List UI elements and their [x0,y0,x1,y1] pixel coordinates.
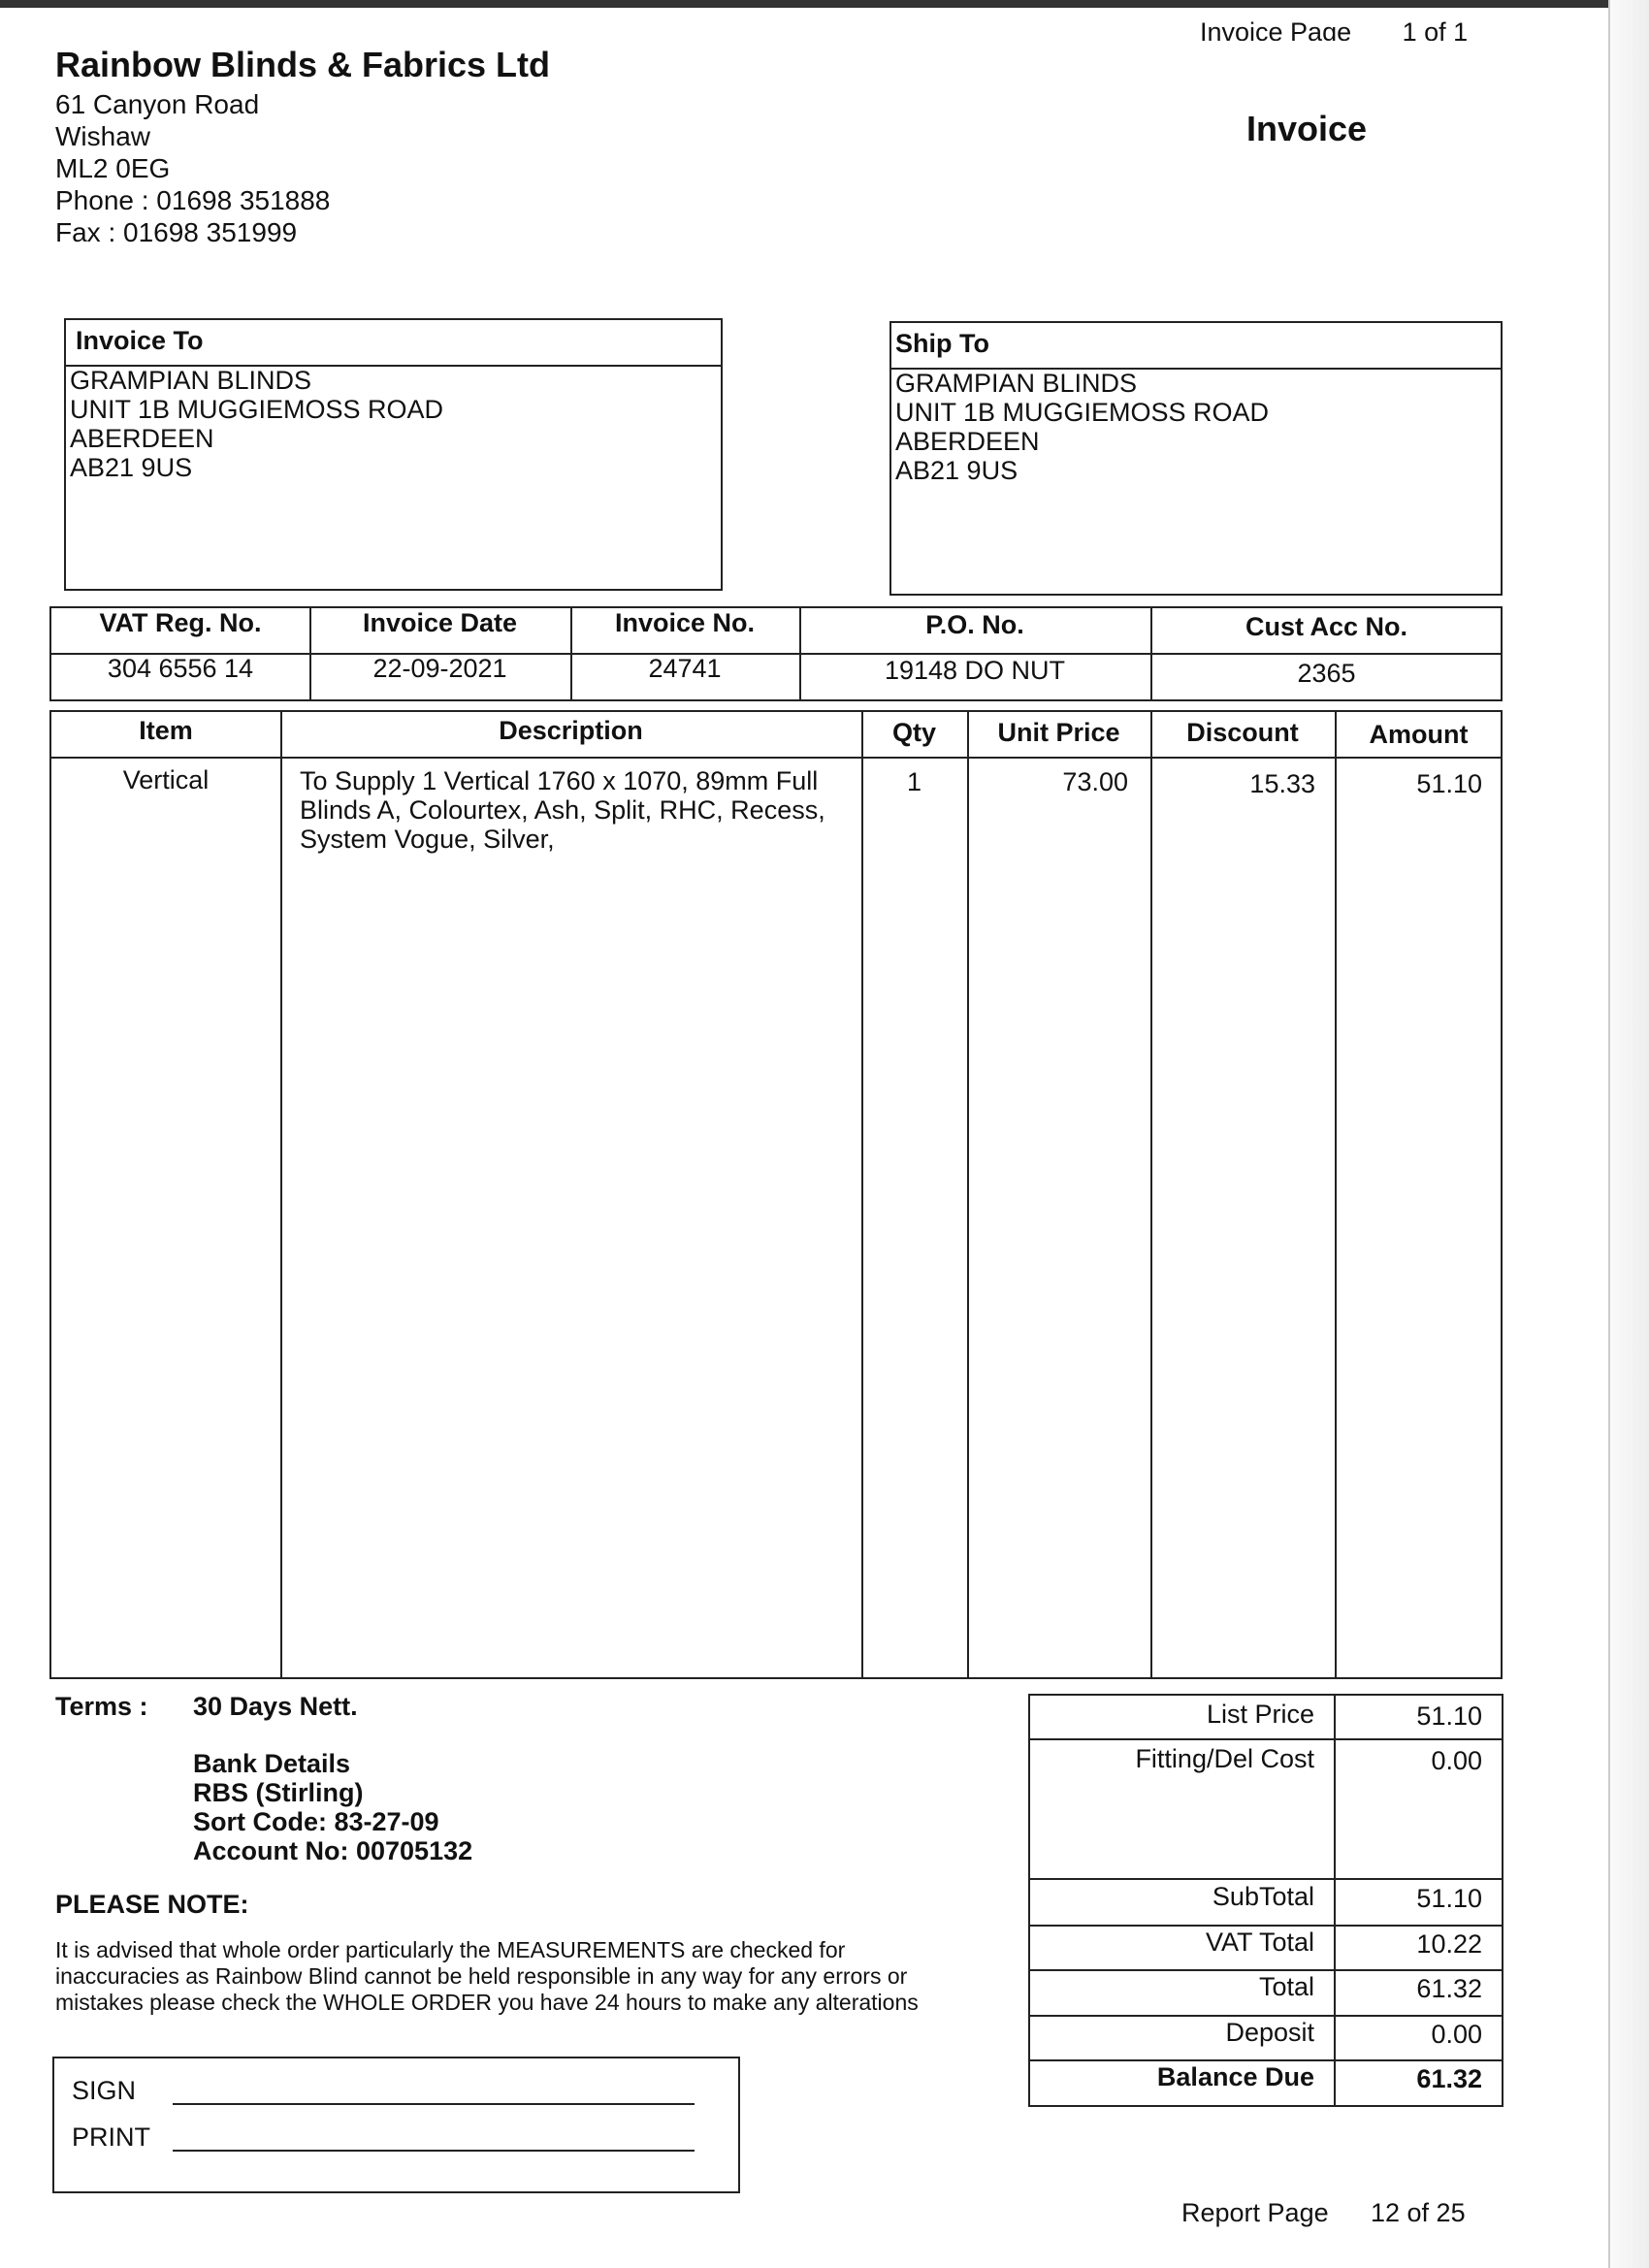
company-phone: Phone : 01698 351888 [55,185,331,215]
discount-header: Discount [1186,718,1299,747]
amount-header: Amount [1369,720,1469,749]
company-name: Rainbow Blinds & Fabrics Ltd [55,45,551,84]
description-line: System Vogue, Silver, [300,825,555,854]
print-label: PRINT [72,2122,150,2152]
po-no-header: P.O. No. [925,610,1024,639]
company-fax: Fax : 01698 351999 [55,217,298,247]
terms-label: Terms : [55,1692,148,1721]
totals-value: 61.32 [1416,1974,1482,2003]
invoice-info-table: VAT Reg. No. Invoice Date Invoice No. P.… [49,606,1503,701]
description-cell: To Supply 1 Vertical 1760 x 1070, 89mm F… [300,766,825,854]
invoice-page-label: Invoice Page [1200,17,1352,41]
totals-value: 51.10 [1416,1701,1482,1731]
report-page-label: Report Page [1181,2198,1329,2227]
ship-to-address: GRAMPIAN BLINDS UNIT 1B MUGGIEMOSS ROAD … [895,369,1269,485]
cust-acc-value: 2365 [1297,659,1356,688]
sign-line[interactable] [173,2103,695,2105]
totals-label: SubTotal [1212,1882,1314,1911]
description-header: Description [499,716,643,745]
company-address: 61 Canyon Road Wishaw ML2 0EG Phone : 01… [55,88,330,248]
po-no-value: 19148 DO NUT [884,656,1066,685]
address-line: ML2 0EG [55,153,171,183]
qty-cell: 1 [906,767,922,796]
address-line: GRAMPIAN BLINDS [70,366,312,395]
description-line: Blinds A, Colourtex, Ash, Split, RHC, Re… [300,795,825,825]
scan-edge-top [0,0,1649,8]
amount-cell: 51.10 [1416,769,1482,798]
vat-reg-header: VAT Reg. No. [99,608,262,637]
invoice-page-header: Invoice Page 1 of 1 [1200,17,1468,41]
address-line: ABERDEEN [70,424,214,453]
item-cell: Vertical [122,765,210,794]
address-line: Wishaw [55,121,151,151]
note-line: inaccuracies as Rainbow Blind cannot be … [55,1963,908,1989]
please-note-heading: PLEASE NOTE: [55,1890,249,1919]
invoice-date-value: 22-09-2021 [372,654,507,683]
invoice-no-value: 24741 [648,654,722,683]
bank-name: RBS (Stirling) [193,1778,364,1807]
totals-label: List Price [1206,1700,1314,1729]
invoice-to-heading: Invoice To [76,326,204,355]
totals-label: Balance Due [1156,2062,1314,2091]
totals-value: 10.22 [1416,1929,1482,1959]
report-page-value: 12 of 25 [1371,2198,1466,2227]
unit-price-cell: 73.00 [1062,767,1128,796]
totals-box: List Price 51.10 Fitting/Del Cost 0.00 S… [1028,1694,1504,2107]
totals-label: Total [1258,1972,1314,2001]
note-line: mistakes please check the WHOLE ORDER yo… [55,1990,919,2015]
ship-to-heading: Ship To [895,329,989,358]
invoice-date-header: Invoice Date [362,608,518,637]
item-header: Item [139,716,193,745]
terms-value: 30 Days Nett. [193,1692,358,1721]
sign-label: SIGN [72,2076,137,2105]
qty-header: Qty [891,718,936,747]
address-line: UNIT 1B MUGGIEMOSS ROAD [70,395,444,424]
address-line: 61 Canyon Road [55,89,260,119]
scan-edge-right [1608,0,1649,2268]
address-line: AB21 9US [70,453,193,482]
items-table: Item Description Qty Unit Price Discount… [49,710,1503,1679]
ship-to-box: Ship To GRAMPIAN BLINDS UNIT 1B MUGGIEMO… [889,321,1503,596]
totals-value: 0.00 [1431,1746,1482,1775]
address-line: ABERDEEN [895,427,1040,456]
print-line[interactable] [173,2150,695,2152]
totals-label: Deposit [1225,2018,1314,2047]
invoice-to-address: GRAMPIAN BLINDS UNIT 1B MUGGIEMOSS ROAD … [70,366,443,482]
description-line: To Supply 1 Vertical 1760 x 1070, 89mm F… [300,766,819,795]
discount-cell: 15.33 [1249,769,1315,798]
cust-acc-header: Cust Acc No. [1245,612,1408,641]
sort-code: Sort Code: 83-27-09 [193,1807,439,1836]
totals-label: VAT Total [1205,1928,1314,1957]
signature-box: SIGN PRINT [52,2057,740,2193]
account-no: Account No: 00705132 [193,1836,473,1865]
bank-details: Bank Details RBS (Stirling) Sort Code: 8… [193,1749,472,1865]
invoice-page-value: 1 of 1 [1402,17,1469,41]
please-note-text: It is advised that whole order particula… [55,1937,919,2016]
invoice-no-header: Invoice No. [614,608,756,637]
address-line: AB21 9US [895,456,1018,485]
document-title: Invoice [1246,109,1368,148]
totals-value: 0.00 [1431,2020,1482,2049]
bank-heading: Bank Details [193,1749,351,1778]
totals-label: Fitting/Del Cost [1135,1744,1314,1773]
totals-value: 51.10 [1416,1884,1482,1913]
totals-value: 61.32 [1416,2064,1482,2093]
note-line: It is advised that whole order particula… [55,1937,846,1962]
address-line: UNIT 1B MUGGIEMOSS ROAD [895,398,1270,427]
unit-price-header: Unit Price [997,718,1120,747]
invoice-to-box: Invoice To GRAMPIAN BLINDS UNIT 1B MUGGI… [64,318,723,591]
vat-reg-value: 304 6556 14 [107,654,254,683]
address-line: GRAMPIAN BLINDS [895,369,1138,398]
